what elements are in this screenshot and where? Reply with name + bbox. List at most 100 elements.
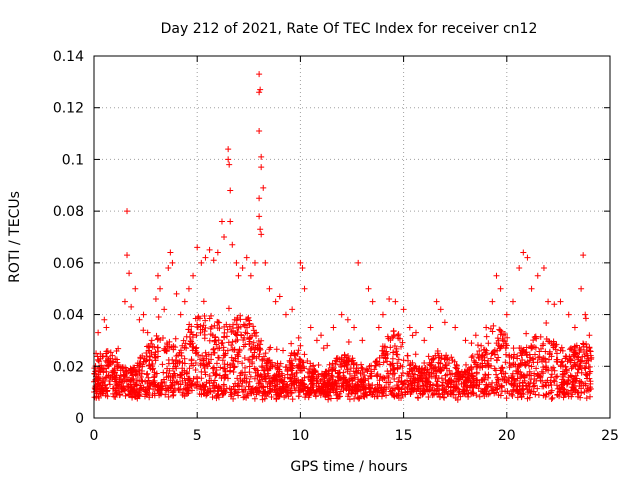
data-point [147,340,154,347]
data-point [436,367,443,374]
data-point [309,363,316,370]
data-point [457,372,464,379]
data-point-peak [185,285,192,292]
data-point [125,392,132,399]
data-point-peak [227,187,234,194]
data-point [577,346,584,353]
data-point-peak [427,324,434,331]
data-point [255,380,262,387]
data-point [487,325,494,332]
data-point [517,360,524,367]
data-point [224,326,231,333]
data-point-peak [400,306,407,313]
data-point [357,377,364,384]
data-point [398,386,405,393]
data-point [551,378,558,385]
data-point [523,344,530,351]
data-point [524,358,531,365]
data-point [103,348,110,355]
data-point [287,352,294,359]
data-point [297,342,304,349]
data-point [165,393,172,400]
data-point [365,375,372,382]
data-point [250,327,257,334]
data-point [506,364,513,371]
data-point [376,389,383,396]
data-point [305,394,312,401]
data-point [284,389,291,396]
data-point [203,355,210,362]
data-point [478,342,485,349]
data-point [248,387,255,394]
data-point [373,372,380,379]
data-point [550,341,557,348]
data-point [312,389,319,396]
data-point [288,340,295,347]
data-point-peak [516,265,523,272]
data-point [499,375,506,382]
x-tick-label: 20 [498,428,516,444]
data-point [434,391,441,398]
data-point [235,392,242,399]
data-point-peak [157,285,164,292]
data-point [209,382,216,389]
data-point [219,339,226,346]
data-point [213,360,220,367]
data-point [433,372,440,379]
data-point [577,358,584,365]
data-point [234,314,241,321]
data-point [144,370,151,377]
data-point [368,373,375,380]
data-point [421,360,428,367]
data-point [553,373,560,380]
data-point [394,384,401,391]
data-point [447,384,454,391]
data-point [469,383,476,390]
y-tick-label: 0.1 [62,152,84,168]
y-axis-label: ROTI / TECUs [7,191,23,283]
data-point [553,382,560,389]
y-tick-label: 0.08 [53,204,84,220]
data-point-peak [421,337,428,344]
data-point [110,385,117,392]
data-point [543,320,550,327]
data-point [320,345,327,352]
data-point [201,312,208,319]
data-point [256,377,263,384]
data-point [134,377,141,384]
data-point [135,389,142,396]
data-point [578,385,585,392]
data-point [265,367,272,374]
data-point [474,342,481,349]
data-point-peak [344,316,351,323]
data-point [224,347,231,354]
data-point [223,333,230,340]
data-point [315,371,322,378]
data-point [469,353,476,360]
data-point [365,382,372,389]
data-point-peak [218,218,225,225]
data-point [391,332,398,339]
data-point-peak [359,337,366,344]
data-point [530,337,537,344]
data-point [185,326,192,333]
data-point [543,391,550,398]
data-point-peak [226,161,233,168]
data-point [443,365,450,372]
data-point [476,381,483,388]
data-point [283,383,290,390]
data-point [548,371,555,378]
data-point-peak [256,71,263,78]
data-point [371,366,378,373]
data-point [170,343,177,350]
data-point [432,352,439,359]
data-point [514,394,521,401]
data-point-peak [177,311,184,318]
data-point [208,323,215,330]
data-point [544,377,551,384]
data-point [289,371,296,378]
data-point [188,357,195,364]
data-point-peak [256,213,263,220]
data-point-peak [582,311,589,318]
data-point-peak [266,285,273,292]
